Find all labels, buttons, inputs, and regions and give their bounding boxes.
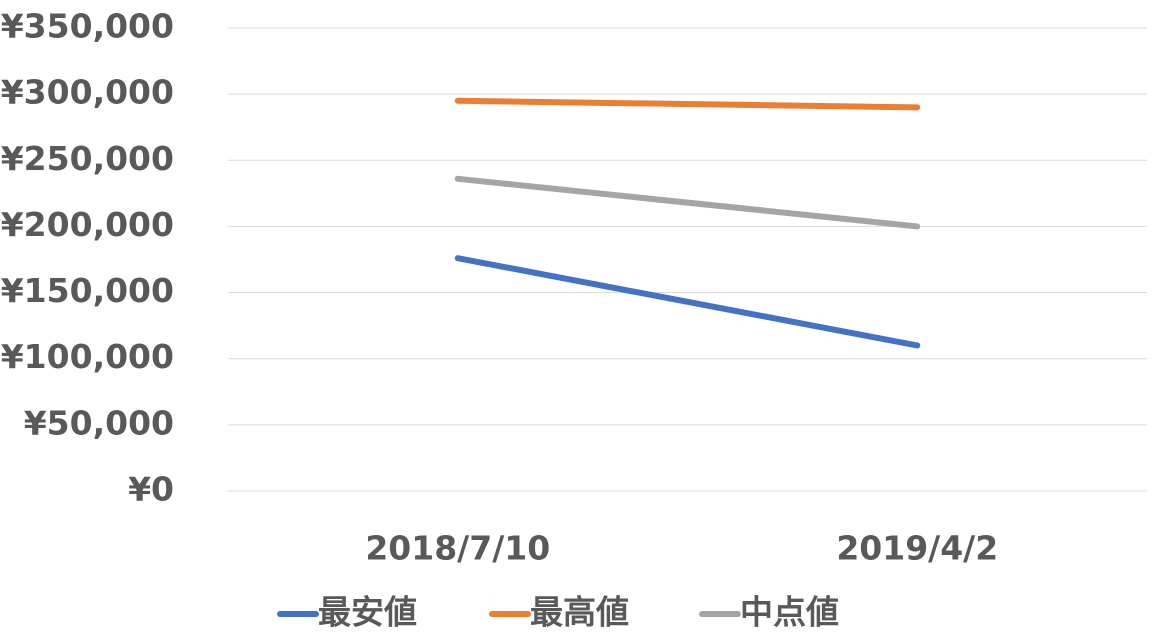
legend-label: 最高値 [530, 593, 629, 632]
y-tick-label: ¥350,000 [1, 7, 174, 46]
y-tick-label: ¥250,000 [1, 139, 174, 178]
series-line [454, 255, 921, 349]
series-line [454, 97, 921, 111]
y-tick-label: ¥100,000 [1, 337, 174, 376]
y-tick-label: ¥150,000 [1, 271, 174, 310]
legend-label: 最安値 [318, 593, 417, 632]
y-tick-label: ¥0 [128, 470, 174, 509]
x-tick-label: 2019/4/2 [836, 529, 998, 568]
x-tick-label: 2018/7/10 [365, 529, 550, 568]
legend-label: 中点値 [740, 593, 839, 632]
series-line [454, 175, 921, 230]
y-tick-label: ¥200,000 [1, 205, 174, 244]
y-tick-label: ¥300,000 [1, 73, 174, 112]
y-tick-label: ¥50,000 [24, 403, 174, 442]
